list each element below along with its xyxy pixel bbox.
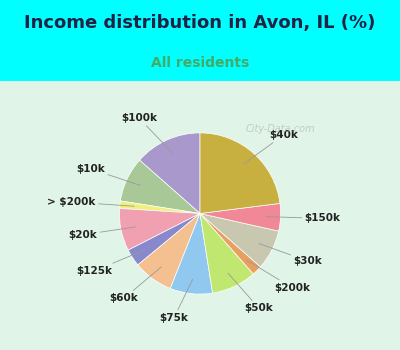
Text: $75k: $75k <box>160 279 193 323</box>
Wedge shape <box>128 214 200 265</box>
Text: > $200k: > $200k <box>48 197 134 207</box>
Wedge shape <box>170 214 213 294</box>
Wedge shape <box>120 201 200 214</box>
Wedge shape <box>200 203 281 231</box>
Wedge shape <box>200 133 280 214</box>
Text: $200k: $200k <box>247 260 310 293</box>
Text: $50k: $50k <box>228 273 273 313</box>
Text: Income distribution in Avon, IL (%): Income distribution in Avon, IL (%) <box>24 14 376 32</box>
Wedge shape <box>140 133 200 214</box>
Wedge shape <box>120 160 200 214</box>
Text: $150k: $150k <box>266 214 341 223</box>
Wedge shape <box>200 214 279 267</box>
Text: $60k: $60k <box>110 267 161 303</box>
Text: All residents: All residents <box>151 56 249 70</box>
Text: $100k: $100k <box>121 113 173 153</box>
Text: $30k: $30k <box>259 244 322 266</box>
Wedge shape <box>138 214 200 288</box>
Text: $20k: $20k <box>69 227 135 240</box>
Wedge shape <box>200 214 253 293</box>
Text: $10k: $10k <box>76 164 140 186</box>
Text: City-Data.com: City-Data.com <box>245 124 315 134</box>
Text: $40k: $40k <box>244 130 298 164</box>
Text: $125k: $125k <box>76 250 145 276</box>
Wedge shape <box>119 209 200 250</box>
Wedge shape <box>200 214 260 274</box>
